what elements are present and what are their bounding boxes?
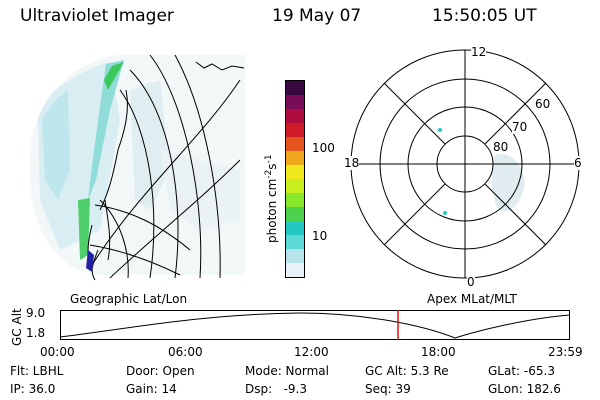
altitude-xtick-0000: 00:00 [40,345,75,359]
colorbar-segment [286,193,304,207]
polar-aurora-spot [443,211,447,215]
geographic-label: Geographic Lat/Lon [70,292,188,306]
instrument-title: Ultraviolet Imager [20,6,174,26]
colorbar [285,80,305,278]
info-mode: Mode: Normal [245,364,329,378]
info-glon: GLon: 182.6 [488,382,561,396]
colorbar-tick-10: 10 [312,229,328,243]
polar-diagonal [383,82,446,145]
unit-text: photon cm [265,178,279,243]
geographic-image [30,54,245,281]
lat-label-60: 60 [535,97,551,111]
unit-exponent-cm: -2 [264,169,274,179]
altitude-curve [59,312,571,339]
colorbar-unit-label: photon cm-2s-1 [264,154,279,243]
lat-label-80: 80 [493,140,509,154]
polar-aurora-patch [491,154,525,212]
altitude-xtick-1800: 18:00 [421,345,456,359]
info-dsp: Dsp: -9.3 [245,382,308,396]
mlt-label-0: 0 [467,275,475,289]
lat-label-70: 70 [512,120,528,134]
colorbar-segment [286,207,304,221]
info-glat: GLat: -65.3 [488,364,555,378]
altitude-xtick-1200: 12:00 [294,345,329,359]
colorbar-tick-100: 100 [312,141,335,155]
info-flt: Flt: LBHL [10,364,64,378]
polar-diagonal [484,183,547,246]
colorbar-segment [286,165,304,179]
polar-aurora-spot [438,128,442,132]
mlt-label-18: 18 [344,156,360,170]
info-gc-alt: GC Alt: 5.3 Re [365,364,449,378]
colorbar-segment [286,123,304,137]
colorbar-segment [286,81,304,95]
altitude-xtick-2359: 23:59 [548,345,583,359]
info-door: Door: Open [126,364,195,378]
polar-diagonal [383,183,446,246]
colorbar-segment [286,249,304,263]
info-gain: Gain: 14 [126,382,177,396]
mlt-label-6: 6 [574,156,582,170]
colorbar-segment [286,109,304,123]
altitude-ytick-9: 9.0 [26,306,46,320]
colorbar-segment [286,235,304,249]
time-label: 15:50:05 UT [432,6,537,26]
info-seq: Seq: 39 [365,382,411,396]
date-label: 19 May 07 [272,6,362,26]
colorbar-segment [286,151,304,165]
unit-seconds: s [265,163,279,170]
mlt-label-12: 12 [471,45,487,59]
apex-label: Apex MLat/MLT [427,292,517,306]
altitude-plot [59,310,571,340]
polar-diagonal [484,82,547,145]
polar-mlt-plot [350,49,580,279]
altitude-plot-frame [60,310,570,340]
altitude-xtick-0600: 06:00 [168,345,203,359]
colorbar-segment [286,95,304,109]
colorbar-segment [286,137,304,151]
altitude-axis-label: GC Alt [10,308,24,346]
colorbar-segment [286,179,304,193]
info-ip: IP: 36.0 [10,382,56,396]
colorbar-segment [286,221,304,235]
altitude-ytick-1.8: 1.8 [26,326,46,340]
unit-exponent-s: -1 [264,154,274,164]
colorbar-segment [286,263,304,277]
